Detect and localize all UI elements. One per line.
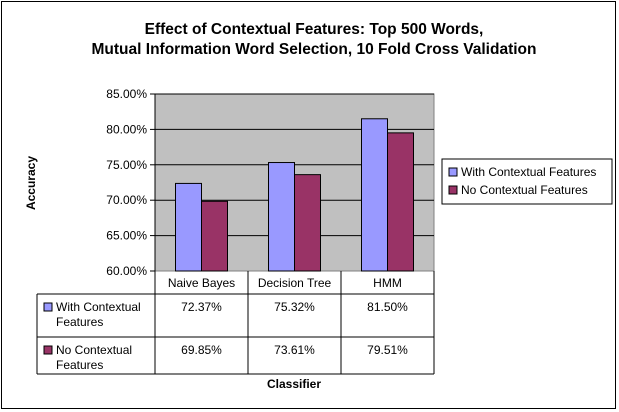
table-value: 81.50% — [367, 300, 408, 314]
table-series-label: No Contextual — [56, 343, 132, 357]
legend-key-0 — [448, 167, 458, 177]
y-tick-label: 85.00% — [106, 87, 147, 101]
y-tick-label: 65.00% — [106, 229, 147, 243]
bars — [175, 118, 414, 272]
table-series-label: Features — [56, 315, 103, 329]
bar-with-contextual-2 — [361, 118, 388, 272]
table-legend-key — [43, 345, 53, 355]
bar-with-contextual-1 — [268, 162, 295, 272]
table-value: 69.85% — [181, 343, 222, 357]
table-series-label: Features — [56, 358, 103, 372]
legend: With Contextual Features No Contextual Fe… — [441, 158, 613, 205]
y-tick-label: 70.00% — [106, 193, 147, 207]
table-value: 73.61% — [274, 343, 315, 357]
category-label: Decision Tree — [258, 276, 332, 290]
table-value: 72.37% — [181, 300, 222, 314]
category-label: HMM — [373, 276, 402, 290]
table-value: 75.32% — [274, 300, 315, 314]
chart-title-line-1: Effect of Contextual Features: Top 500 W… — [145, 21, 484, 38]
bar-with-contextual-0 — [175, 182, 202, 272]
bar-no-contextual-1 — [294, 174, 321, 272]
category-label: Naive Bayes — [168, 276, 235, 290]
data-table: Naive Bayes Decision Tree HMM With Contextu… — [36, 271, 435, 375]
y-axis-title: Accuracy — [24, 156, 38, 210]
legend-label-1: No Contextual Features — [461, 183, 588, 197]
x-axis-title: Classifier — [267, 377, 321, 391]
legend-key-1 — [448, 185, 458, 195]
y-axis: 60.00% 65.00% 70.00% 75.00% 80.00% 85.00% — [106, 87, 156, 278]
table-value: 79.51% — [367, 343, 408, 357]
table-series-label: With Contextual — [56, 300, 141, 314]
y-tick-label: 60.00% — [106, 264, 147, 278]
chart-title-line-2: Mutual Information Word Selection, 10 Fo… — [92, 41, 537, 58]
legend-label-0: With Contextual Features — [461, 165, 596, 179]
bar-no-contextual-2 — [387, 132, 414, 272]
legend-box — [441, 158, 613, 205]
bar-no-contextual-0 — [201, 200, 228, 272]
table-legend-key — [43, 302, 53, 312]
y-tick-label: 80.00% — [106, 122, 147, 136]
y-tick-label: 75.00% — [106, 158, 147, 172]
